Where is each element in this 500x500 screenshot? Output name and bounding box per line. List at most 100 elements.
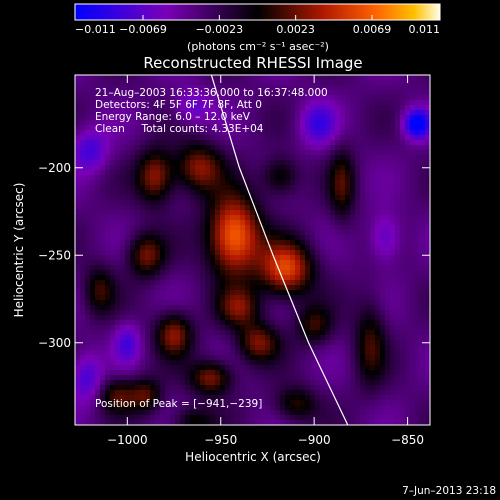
heatmap-cell: [370, 220, 376, 226]
heatmap-cell: [120, 325, 126, 331]
heatmap-cell: [280, 195, 286, 201]
heatmap-cell: [380, 145, 386, 151]
heatmap-cell: [85, 80, 91, 86]
heatmap-cell: [150, 310, 156, 316]
heatmap-cell: [150, 150, 156, 156]
heatmap-cell: [340, 245, 346, 251]
heatmap-cell: [305, 270, 311, 276]
heatmap-cell: [400, 355, 406, 361]
heatmap-cell: [155, 230, 161, 236]
heatmap-cell: [310, 325, 316, 331]
heatmap-cell: [145, 365, 151, 371]
heatmap-cell: [340, 395, 346, 401]
heatmap-cell: [355, 380, 361, 386]
heatmap-cell: [110, 230, 116, 236]
heatmap-cell: [280, 85, 286, 91]
heatmap-cell: [105, 345, 111, 351]
heatmap-cell: [120, 390, 126, 396]
heatmap-cell: [345, 125, 351, 131]
heatmap-cell: [165, 320, 171, 326]
heatmap-cell: [270, 320, 276, 326]
heatmap-cell: [195, 75, 201, 81]
heatmap-cell: [115, 355, 121, 361]
heatmap-cell: [320, 315, 326, 321]
heatmap-cell: [185, 160, 191, 166]
heatmap-cell: [110, 220, 116, 226]
heatmap-cell: [305, 200, 311, 206]
heatmap-cell: [255, 420, 261, 425]
heatmap-cell: [245, 415, 251, 421]
heatmap-cell: [150, 175, 156, 181]
heatmap-cell: [325, 120, 331, 126]
heatmap-cell: [265, 325, 271, 331]
heatmap-cell: [265, 115, 271, 121]
heatmap-cell: [200, 280, 206, 286]
heatmap-cell: [145, 230, 151, 236]
heatmap-cell: [350, 405, 356, 411]
heatmap-cell: [365, 270, 371, 276]
heatmap-cell: [130, 215, 136, 221]
heatmap-cell: [390, 405, 396, 411]
heatmap-cell: [255, 360, 261, 366]
heatmap-cell: [275, 180, 281, 186]
heatmap-cell: [85, 340, 91, 346]
heatmap-cell: [330, 370, 336, 376]
heatmap-cell: [75, 390, 81, 396]
heatmap-cell: [235, 420, 241, 425]
heatmap-cell: [140, 190, 146, 196]
heatmap-cell: [405, 240, 411, 246]
heatmap-cell: [100, 400, 106, 406]
heatmap-cell: [420, 200, 426, 206]
heatmap-cell: [295, 155, 301, 161]
heatmap-cell: [130, 285, 136, 291]
heatmap-cell: [120, 145, 126, 151]
heatmap-cell: [395, 415, 401, 421]
heatmap-cell: [100, 370, 106, 376]
heatmap-cell: [85, 130, 91, 136]
heatmap-cell: [290, 195, 296, 201]
heatmap-cell: [200, 325, 206, 331]
heatmap-cell: [320, 150, 326, 156]
heatmap-cell: [75, 245, 81, 251]
heatmap-cell: [330, 285, 336, 291]
heatmap-cell: [165, 90, 171, 96]
heatmap-cell: [95, 190, 101, 196]
heatmap-cell: [425, 420, 430, 425]
heatmap-cell: [380, 150, 386, 156]
heatmap-cell: [235, 350, 241, 356]
heatmap-cell: [345, 75, 351, 81]
heatmap-cell: [350, 355, 356, 361]
heatmap-cell: [120, 365, 126, 371]
heatmap-cell: [260, 205, 266, 211]
heatmap-cell: [295, 170, 301, 176]
heatmap-cell: [355, 180, 361, 186]
heatmap-cell: [325, 75, 331, 81]
heatmap-cell: [320, 265, 326, 271]
heatmap-cell: [415, 190, 421, 196]
heatmap-cell: [365, 140, 371, 146]
heatmap-cell: [200, 395, 206, 401]
heatmap-cell: [210, 155, 216, 161]
heatmap-cell: [240, 325, 246, 331]
heatmap-cell: [220, 150, 226, 156]
heatmap-cell: [260, 120, 266, 126]
heatmap-cell: [405, 360, 411, 366]
heatmap-cell: [190, 95, 196, 101]
heatmap-cell: [135, 385, 141, 391]
heatmap-cell: [215, 100, 221, 106]
heatmap-cell: [330, 85, 336, 91]
heatmap-cell: [180, 75, 186, 81]
heatmap-cell: [285, 120, 291, 126]
heatmap-cell: [155, 175, 161, 181]
heatmap-cell: [255, 75, 261, 81]
heatmap-cell: [110, 80, 116, 86]
heatmap-cell: [425, 305, 430, 311]
heatmap-cell: [410, 305, 416, 311]
heatmap-cell: [370, 415, 376, 421]
heatmap-cell: [285, 250, 291, 256]
heatmap-cell: [315, 345, 321, 351]
heatmap-cell: [370, 305, 376, 311]
heatmap-cell: [240, 165, 246, 171]
heatmap-cell: [180, 260, 186, 266]
heatmap-cell: [305, 330, 311, 336]
